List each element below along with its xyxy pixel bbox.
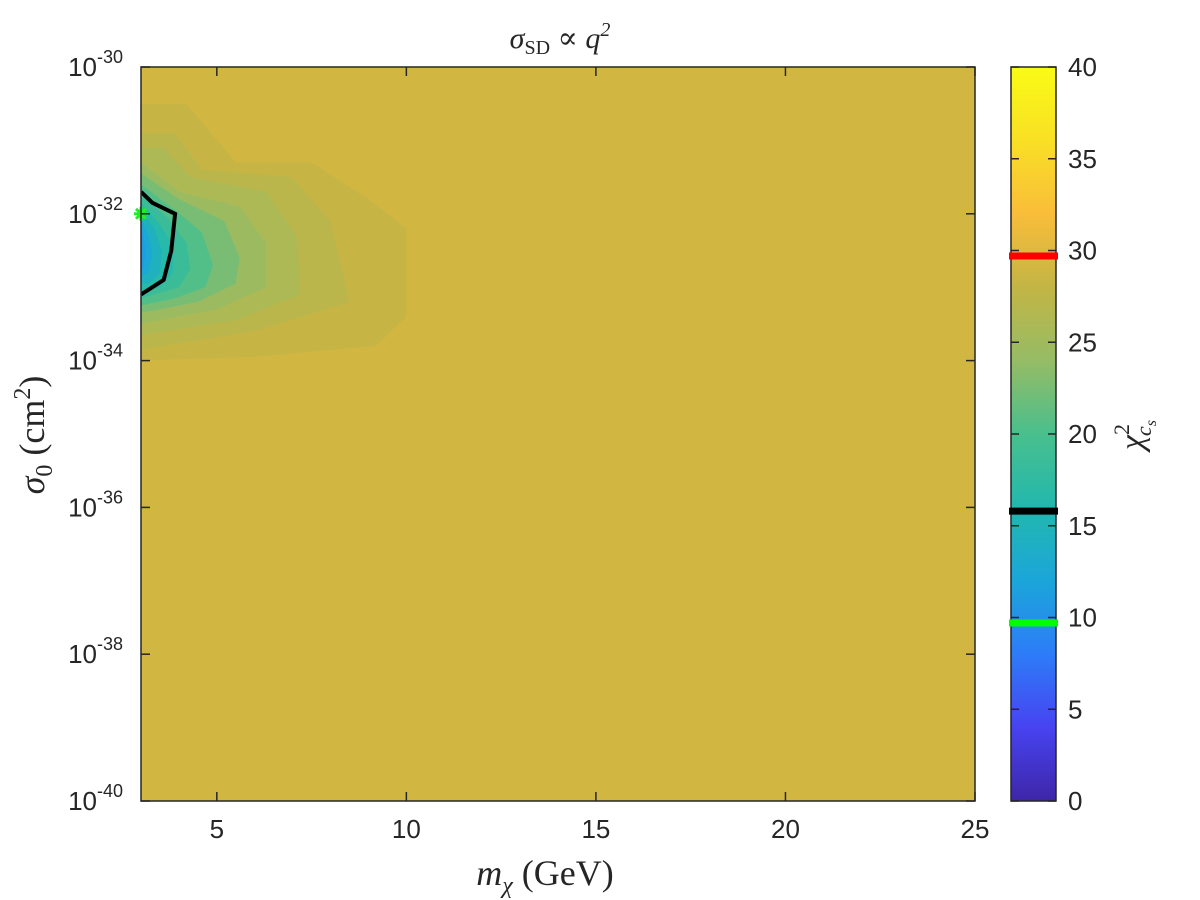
y-tick-label: 10-38 [68, 634, 123, 669]
colorbar-ticks: 0 5 10 15 20 25 30 35 40 [1011, 52, 1097, 816]
colorbar-tick-label: 15 [1068, 511, 1097, 541]
colorbar-tick-label: 0 [1068, 786, 1082, 816]
y-axis-ticks: 10-30 10-32 10-34 10-36 10-38 10-40 [68, 47, 975, 816]
confidence-contour-line [141, 190, 178, 297]
colorbar-tick-label: 35 [1068, 144, 1097, 174]
colorbar-label: χ2cs [1109, 420, 1160, 453]
colorbar-tick-label: 30 [1068, 236, 1097, 266]
y-tick-label: 10-30 [68, 47, 123, 82]
x-axis-label: mχ (GeV) [476, 853, 614, 899]
y-tick-label: 10-34 [68, 341, 123, 376]
x-tick-label: 15 [581, 814, 610, 844]
plot-area: 5 10 15 20 25 10-30 10-32 10-34 10-36 10-38 10-40 [68, 47, 989, 844]
y-tick-label: 10-32 [68, 194, 123, 229]
y-tick-label: 10-40 [68, 781, 123, 816]
contour-fill-layer [141, 103, 407, 361]
x-tick-label: 5 [210, 814, 224, 844]
colorbar-tick-label: 10 [1068, 603, 1097, 633]
contour-band-10 [141, 224, 146, 269]
x-tick-label: 25 [961, 814, 990, 844]
chart-title: σSD ∝ q2 [510, 19, 611, 59]
x-tick-label: 20 [771, 814, 800, 844]
colorbar-markers [1009, 252, 1058, 627]
x-axis-ticks: 5 10 15 20 25 [210, 67, 990, 844]
colorbar: 0 5 10 15 20 25 30 35 40 χ2cs [1009, 52, 1160, 816]
colorbar-tick-label: 25 [1068, 327, 1097, 357]
x-tick-label: 10 [392, 814, 421, 844]
colorbar-tick-label: 40 [1068, 52, 1097, 82]
plot-frame [140, 66, 976, 802]
y-axis-label: σ0 (cm2) [10, 376, 58, 495]
y-tick-label: 10-36 [68, 487, 123, 522]
colorbar-tick-label: 5 [1068, 694, 1082, 724]
colorbar-tick-label: 20 [1068, 419, 1097, 449]
